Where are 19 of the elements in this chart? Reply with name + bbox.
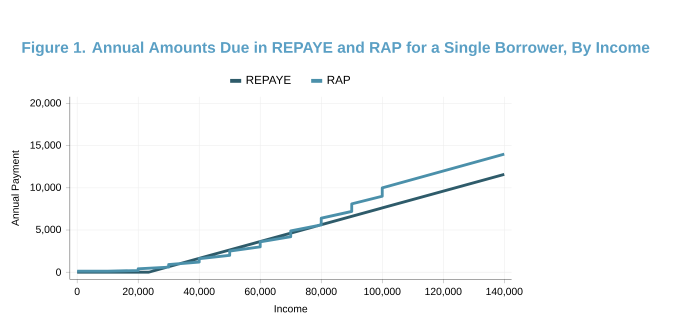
y-tick-label: 15,000 xyxy=(30,141,61,150)
x-axis-title: Income xyxy=(274,305,308,312)
x-tick-label: 40,000 xyxy=(184,288,215,296)
x-tick-label: 120,000 xyxy=(425,288,462,296)
x-tick-label: 80,000 xyxy=(306,288,337,296)
x-tick-label: 60,000 xyxy=(244,288,276,296)
y-tick-label: 20,000 xyxy=(30,99,61,108)
y-tick-label: 5,000 xyxy=(36,226,61,234)
x-tick-label: 140,000 xyxy=(486,288,523,296)
y-tick-label: 0 xyxy=(56,268,61,276)
line-series xyxy=(76,152,506,272)
y-axis-title: Annual Payment xyxy=(11,150,21,226)
x-tick-label: 0 xyxy=(74,288,80,295)
x-tick-label: 100,000 xyxy=(364,288,401,296)
y-tick-label: 10,000 xyxy=(30,183,61,192)
x-tick-label: 20,000 xyxy=(122,288,154,296)
chart-title: Figure 1. Annual Amounts Due in REPAYE and RAP for a Single Borrower, By Income xyxy=(22,41,650,56)
legend-label: RAP xyxy=(328,76,350,84)
legend-label: REPAYE xyxy=(246,76,291,84)
